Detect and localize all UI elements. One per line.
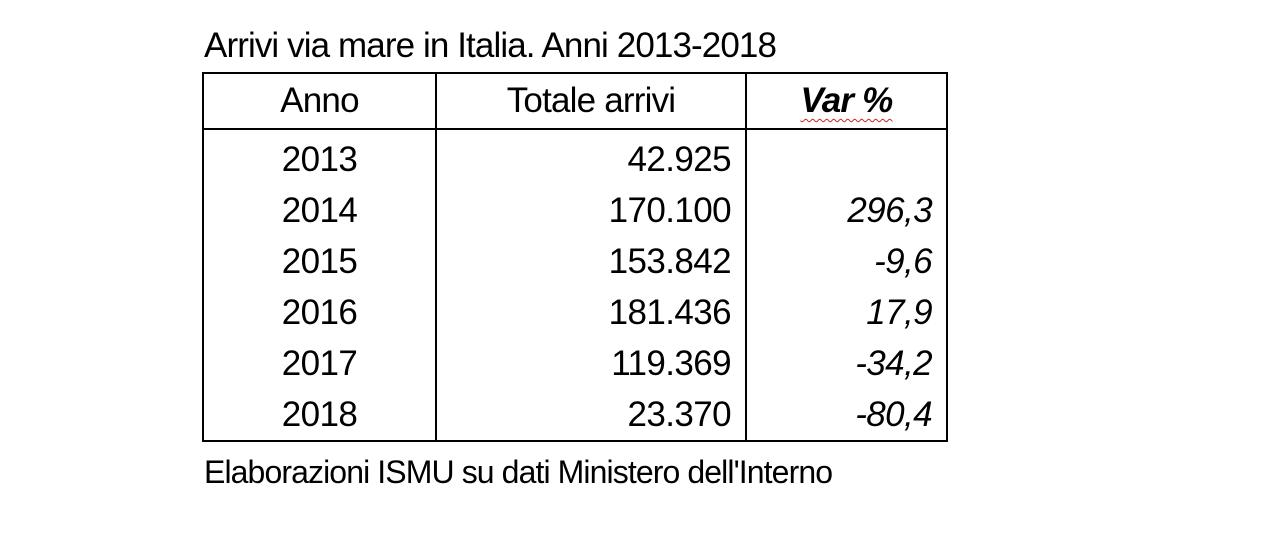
cell-year: 2018 bbox=[202, 389, 437, 441]
cell-year: 2016 bbox=[202, 287, 437, 338]
table-row: 2015 153.842 -9,6 bbox=[202, 236, 948, 287]
table-title: Arrivi via mare in Italia. Anni 2013-201… bbox=[204, 26, 777, 65]
cell-year: 2013 bbox=[202, 129, 437, 185]
cell-total: 170.100 bbox=[435, 185, 747, 236]
cell-year: 2015 bbox=[202, 236, 437, 287]
cell-var: 296,3 bbox=[745, 185, 948, 236]
arrivals-table: Anno Totale arrivi Var % 2013 42.925 201… bbox=[202, 72, 948, 442]
table-row: 2017 119.369 -34,2 bbox=[202, 338, 948, 389]
header-total: Totale arrivi bbox=[435, 72, 747, 130]
cell-var: -80,4 bbox=[745, 389, 948, 441]
table-row: 2016 181.436 17,9 bbox=[202, 287, 948, 338]
cell-total: 119.369 bbox=[435, 338, 747, 389]
cell-var bbox=[745, 129, 948, 185]
header-year: Anno bbox=[202, 72, 437, 130]
header-var-label: Var % bbox=[800, 81, 894, 120]
cell-var: -34,2 bbox=[745, 338, 948, 389]
cell-total: 42.925 bbox=[435, 129, 747, 185]
cell-year: 2017 bbox=[202, 338, 437, 389]
table-row: 2018 23.370 -80,4 bbox=[202, 389, 948, 441]
cell-var: 17,9 bbox=[745, 287, 948, 338]
cell-var: -9,6 bbox=[745, 236, 948, 287]
table-row: 2014 170.100 296,3 bbox=[202, 185, 948, 236]
table-row: 2013 42.925 bbox=[202, 129, 948, 185]
source-note: Elaborazioni ISMU su dati Ministero dell… bbox=[204, 454, 833, 490]
cell-total: 23.370 bbox=[435, 389, 747, 441]
table-header-row: Anno Totale arrivi Var % bbox=[202, 72, 948, 130]
cell-total: 153.842 bbox=[435, 236, 747, 287]
cell-year: 2014 bbox=[202, 185, 437, 236]
header-var: Var % bbox=[745, 72, 948, 130]
cell-total: 181.436 bbox=[435, 287, 747, 338]
